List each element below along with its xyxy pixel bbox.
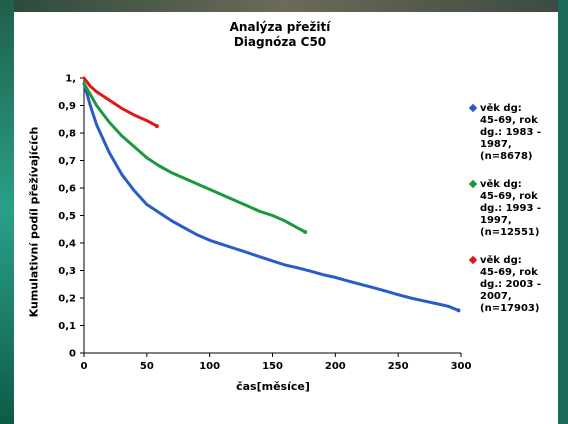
y-tick-label: 0,7 <box>58 156 76 167</box>
y-tick-label: 0,4 <box>58 239 76 250</box>
legend-label: věk dg: 45-69, rok dg.: 2003 - 2007, (n=… <box>480 255 542 314</box>
x-tick-label: 100 <box>199 361 220 372</box>
y-tick-label: 0,6 <box>58 184 76 195</box>
x-tick-label: 250 <box>388 361 409 372</box>
y-tick-label: 0,3 <box>58 266 76 277</box>
chart-title: Analýza přežití <box>229 20 331 34</box>
x-tick-label: 0 <box>81 361 88 372</box>
x-tick-label: 300 <box>451 361 472 372</box>
legend-item-1993: věk dg: 45-69, rok dg.: 1993 - 1997, (n=… <box>468 179 542 239</box>
series-end-point-1 <box>303 230 308 234</box>
legend-item-2003: věk dg: 45-69, rok dg.: 2003 - 2007, (n=… <box>468 255 542 315</box>
legend-marker <box>468 179 478 189</box>
y-tick-label: 0,8 <box>58 129 76 140</box>
legend-marker <box>468 103 478 113</box>
y-tick-label: 0,2 <box>58 294 76 305</box>
y-tick-label: 0,9 <box>58 101 76 112</box>
x-tick-label: 200 <box>325 361 346 372</box>
axes: 0 0,1 0,2 0,3 0,4 0,5 0,6 0,7 0,8 0,9 1, 0 50 100 150 2… <box>58 74 471 373</box>
series-layer <box>82 76 461 313</box>
x-tick-label: 50 <box>140 361 154 372</box>
y-tick-label: 0,5 <box>58 211 76 222</box>
top-edge-band <box>0 0 568 14</box>
y-tick-label: 1, <box>65 74 76 85</box>
y-tick-label: 0,1 <box>58 321 76 332</box>
series-line-1 <box>82 82 307 234</box>
legend-item-1983: věk dg: 45-69, rok dg.: 1983 - 1987, (n=… <box>468 103 542 163</box>
chart-subtitle: Diagnóza C50 <box>233 35 327 49</box>
y-tick-label: 0 <box>69 349 76 360</box>
series-line-0 <box>82 82 460 312</box>
series-end-point-2 <box>154 124 159 129</box>
left-edge-band <box>0 0 14 424</box>
series-end-point-0 <box>456 308 461 313</box>
legend-marker <box>468 255 478 265</box>
legend-label: věk dg: 45-69, rok dg.: 1993 - 1997, (n=… <box>480 179 542 238</box>
series-line-2 <box>82 76 159 128</box>
right-edge-band <box>558 0 568 424</box>
chart-panel <box>14 12 558 424</box>
legend-label: věk dg: 45-69, rok dg.: 1983 - 1987, (n=… <box>480 103 542 162</box>
x-axis-label: čas[měsíce] <box>236 380 310 393</box>
x-tick-label: 150 <box>262 361 283 372</box>
